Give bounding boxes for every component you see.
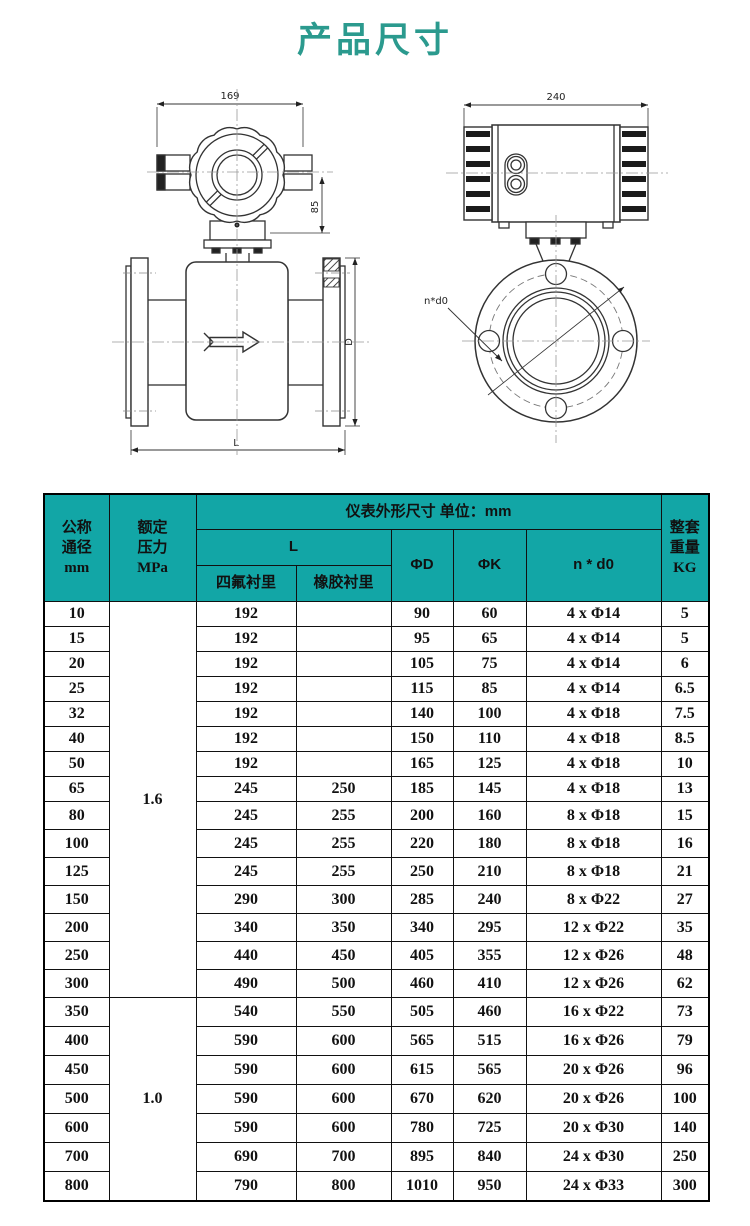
- table-row: 125 245 255 250 210 8 x Φ18 21: [43, 857, 710, 886]
- table-row: 65 245 250 185 145 4 x Φ18 13: [43, 776, 710, 802]
- table-row: 20 192 105 75 4 x Φ14 6: [43, 651, 710, 677]
- front-width-dim-label: 169: [220, 91, 239, 102]
- end-view-drawing: 240: [424, 92, 668, 443]
- page-title: 产品尺寸: [296, 21, 453, 60]
- table-row: 500 590 600 670 620 20 x Φ26 100: [43, 1084, 710, 1114]
- header-rated-pressure: 额定 压力 MPa: [108, 493, 197, 602]
- table-row: 700 690 700 895 840 24 x Φ30 250: [43, 1142, 710, 1172]
- table-row: 400 590 600 565 515 16 x Φ26 79: [43, 1026, 710, 1056]
- table-row: 40 192 150 110 4 x Φ18 8.5: [43, 726, 710, 752]
- header-phi-d: ΦD: [390, 529, 454, 602]
- left-fin-cap: [463, 126, 493, 221]
- header-phi-k: ΦK: [452, 529, 527, 602]
- table-row: 350 1.0 540 550 505 460 16 x Φ22 73: [43, 997, 710, 1201]
- header-n-d0: n * d0: [525, 529, 662, 602]
- front-height-dim-label: 85: [310, 201, 321, 214]
- technical-drawings: 169: [112, 89, 668, 455]
- right-fin-cap: [619, 126, 649, 221]
- table-row: 800 790 800 1010 950 24 x Φ33 300: [43, 1171, 710, 1201]
- table-row: 600 590 600 780 725 20 x Φ30 140: [43, 1113, 710, 1143]
- table-row: 100 245 255 220 180 8 x Φ18 16: [43, 829, 710, 858]
- header-ptfe-lining: 四氟衬里: [195, 565, 297, 602]
- header-outline-dimensions: 仪表外形尺寸 单位：mm: [195, 493, 662, 530]
- front-view-drawing: 169: [112, 89, 370, 455]
- table-row: 32 192 140 100 4 x Φ18 7.5: [43, 701, 710, 727]
- end-width-dim-label: 240: [546, 92, 565, 103]
- bolt-holes-label: n*d0: [424, 296, 448, 307]
- table-row: 80 245 255 200 160 8 x Φ18 15: [43, 801, 710, 830]
- header-nominal-diameter: 公称 通径 mm: [43, 493, 110, 602]
- table-row: 450 590 600 615 565 20 x Φ26 96: [43, 1055, 710, 1085]
- front-length-dim-label: L: [233, 438, 239, 449]
- cable-glands: [504, 153, 528, 196]
- header-total-weight: 整套 重量 KG: [660, 493, 710, 602]
- table-row: 10 1.6 192 90 60 4 x Φ14 5: [43, 601, 710, 998]
- front-diameter-dim-label: D: [344, 338, 355, 346]
- pressure-group-2: 1.0: [108, 997, 197, 1201]
- pressure-group-1: 1.6: [108, 601, 197, 998]
- header-l: L: [195, 529, 392, 566]
- dimensions-table: 公称 通径 mm 额定 压力 MPa 仪表外形尺寸 单位：mm 整套 重量 KG…: [43, 493, 711, 1202]
- header-rubber-lining: 橡胶衬里: [295, 565, 392, 602]
- table-row: 300 490 500 460 410 12 x Φ26 62: [43, 969, 710, 998]
- table-row: 200 340 350 340 295 12 x Φ22 35: [43, 913, 710, 942]
